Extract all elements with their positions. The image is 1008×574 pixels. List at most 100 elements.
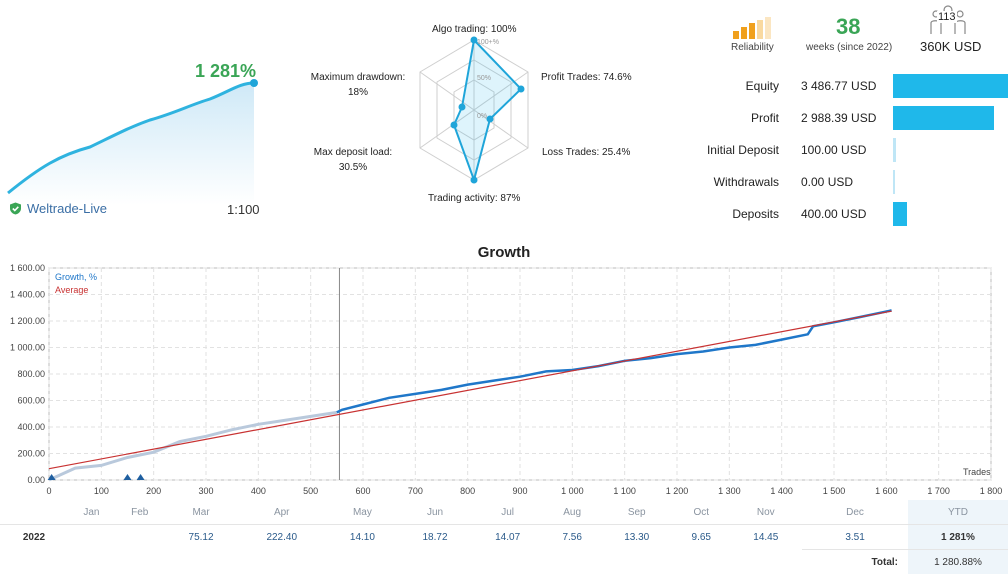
stat-row-deposits: Deposits 400.00 USD xyxy=(699,198,1008,230)
month-header: Jan xyxy=(68,500,115,525)
month-header: Aug xyxy=(544,500,600,525)
month-header: Sep xyxy=(600,500,673,525)
legend-average: Average xyxy=(55,285,88,295)
mini-growth-area xyxy=(8,83,254,205)
x-tick-label: 1 600 xyxy=(875,486,898,496)
x-tick-label: 1 800 xyxy=(980,486,1003,496)
month-header: May xyxy=(326,500,399,525)
month-value: 75.12 xyxy=(165,525,238,550)
stat-value: 2 988.39 USD xyxy=(801,111,901,125)
stat-row-equity: Equity 3 486.77 USD xyxy=(699,70,1008,102)
x-tick-label: 800 xyxy=(460,486,475,496)
deposit-marker xyxy=(124,474,132,480)
ytd-value: 1 281% xyxy=(908,525,1008,550)
radar-point-drawdown xyxy=(459,104,466,111)
y-tick-label: 1 200.00 xyxy=(10,316,45,326)
radar-point-activity xyxy=(471,177,478,184)
year-cell[interactable]: 2022 xyxy=(0,525,68,550)
chart-series xyxy=(49,310,892,480)
month-header: Oct xyxy=(673,500,729,525)
x-tick-label: 100 xyxy=(94,486,109,496)
radar-label-deposit-load-title: Max deposit load: xyxy=(300,147,406,158)
stat-value: 3 486.77 USD xyxy=(801,79,901,93)
x-tick-label: 1 200 xyxy=(666,486,689,496)
x-tick-label: 200 xyxy=(146,486,161,496)
stat-bar xyxy=(893,106,994,130)
month-value: 14.45 xyxy=(729,525,802,550)
legend-growth: Growth, % xyxy=(55,272,97,282)
radar-label-drawdown-title: Maximum drawdown: xyxy=(308,72,408,83)
stat-value: 400.00 USD xyxy=(801,207,901,221)
month-value: 18.72 xyxy=(399,525,472,550)
growth-series-line xyxy=(337,310,892,412)
ytd-header: YTD xyxy=(908,500,1008,525)
stat-value: 0.00 USD xyxy=(801,175,901,189)
radar-point-profit xyxy=(518,86,525,93)
growth-total: 1 281% xyxy=(195,61,256,82)
radar-label-deposit-load-value: 30.5% xyxy=(300,162,406,173)
radar-grid-label-0: 0% xyxy=(477,113,487,120)
x-tick-label: 1 700 xyxy=(927,486,950,496)
month-header: Jun xyxy=(399,500,472,525)
stat-bar xyxy=(893,202,907,226)
x-tick-label: 1 500 xyxy=(823,486,846,496)
month-value: 9.65 xyxy=(673,525,729,550)
stat-value: 100.00 USD xyxy=(801,143,901,157)
x-tick-label: 1 100 xyxy=(613,486,636,496)
subscribers-count: 113 xyxy=(937,11,957,23)
average-series-line xyxy=(49,311,892,469)
radar-label-activity: Trading activity: 87% xyxy=(428,193,520,204)
funds-value: 360K USD xyxy=(920,39,981,54)
y-tick-label: 600.00 xyxy=(17,396,45,406)
month-header: Feb xyxy=(115,500,165,525)
table-header-row: Jan Feb Mar Apr May Jun Jul Aug Sep Oct … xyxy=(0,500,1008,525)
radar-chart: 100+% 50% 0% xyxy=(410,30,540,190)
month-header: Dec xyxy=(802,500,908,525)
stat-row-profit: Profit 2 988.39 USD xyxy=(699,102,1008,134)
y-tick-label: 0.00 xyxy=(27,475,45,485)
stat-bar xyxy=(893,74,1008,98)
monthly-returns-table: Jan Feb Mar Apr May Jun Jul Aug Sep Oct … xyxy=(0,500,1008,574)
chart-grid xyxy=(49,268,991,480)
y-tick-label: 200.00 xyxy=(17,449,45,459)
month-value: 222.40 xyxy=(237,525,326,550)
deposit-marker xyxy=(137,474,145,480)
stat-bar xyxy=(893,138,896,162)
stat-label: Profit xyxy=(699,111,779,125)
stat-bar xyxy=(893,170,895,194)
radar-grid-label-50: 50% xyxy=(477,75,491,82)
table-row: 2022 75.12 222.40 14.10 18.72 14.07 7.56… xyxy=(0,525,1008,550)
y-tick-label: 1 600.00 xyxy=(10,263,45,273)
chart-title: Growth xyxy=(0,244,1008,261)
month-header: Jul xyxy=(471,500,544,525)
x-tick-label: 900 xyxy=(512,486,527,496)
total-label: Total: xyxy=(802,550,908,574)
x-tick-label: 1 000 xyxy=(561,486,584,496)
stats-rows: Equity 3 486.77 USD Profit 2 988.39 USD … xyxy=(699,70,1008,230)
month-value xyxy=(115,525,165,550)
y-tick-label: 400.00 xyxy=(17,422,45,432)
reliability-label: Reliability xyxy=(731,42,774,53)
x-tick-label: 0 xyxy=(46,486,51,496)
stat-row-withdrawals: Withdrawals 0.00 USD xyxy=(699,166,1008,198)
radar-point-loss xyxy=(487,116,494,123)
radar-label-profit: Profit Trades: 74.6% xyxy=(541,72,632,83)
x-tick-label: 500 xyxy=(303,486,318,496)
x-axis-label: Trades xyxy=(963,467,991,477)
month-value: 7.56 xyxy=(544,525,600,550)
radar-grid-label-100: 100+% xyxy=(477,39,499,46)
x-tick-label: 400 xyxy=(251,486,266,496)
month-value: 13.30 xyxy=(600,525,673,550)
month-value: 14.07 xyxy=(471,525,544,550)
broker-link[interactable]: Weltrade-Live xyxy=(9,201,107,216)
y-tick-label: 1 400.00 xyxy=(10,290,45,300)
radar-point-deposit-load xyxy=(451,122,458,129)
stat-label: Equity xyxy=(699,79,779,93)
total-value: 1 280.88% xyxy=(908,550,1008,574)
weeks-value: 38 xyxy=(836,14,860,40)
leverage: 1:100 xyxy=(227,202,260,217)
radar-label-drawdown-value: 18% xyxy=(308,87,408,98)
radar-label-deposit-load: Max deposit load: 30.5% xyxy=(300,147,406,173)
radar-label-algo: Algo trading: 100% xyxy=(432,24,517,35)
